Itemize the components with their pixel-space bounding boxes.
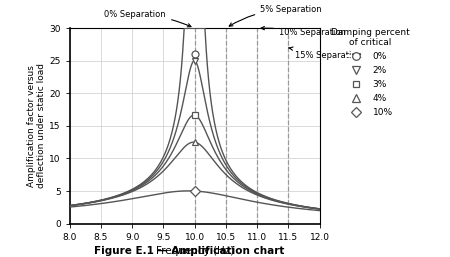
Text: Figure E.1 — Amplification chart: Figure E.1 — Amplification chart [94,246,284,256]
Text: 0% Separation: 0% Separation [104,10,191,27]
Text: 5% Separation: 5% Separation [229,5,322,26]
Text: 15% Separation: 15% Separation [289,47,361,60]
Legend: 0%, 2%, 3%, 4%, 10%: 0%, 2%, 3%, 4%, 10% [327,24,413,121]
Text: 10% Separation: 10% Separation [261,26,346,37]
X-axis label: Frequency (Hz): Frequency (Hz) [156,246,234,256]
Y-axis label: Amplification factor versus
deflection under static load: Amplification factor versus deflection u… [27,63,46,188]
